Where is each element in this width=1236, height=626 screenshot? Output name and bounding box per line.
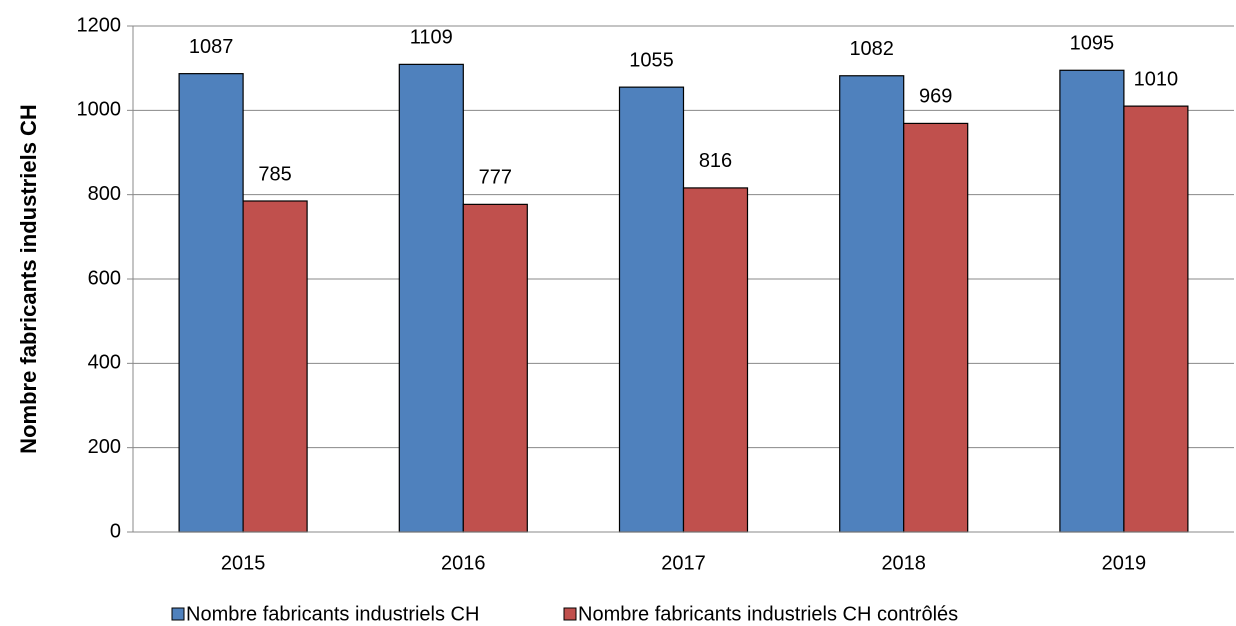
y-axis-label: Nombre fabricants industriels CH xyxy=(16,104,41,454)
y-tick-label: 0 xyxy=(110,520,121,542)
x-tick-label: 2018 xyxy=(881,552,926,574)
y-tick-label: 1200 xyxy=(77,14,122,36)
bar xyxy=(242,200,308,533)
value-label: 1082 xyxy=(849,38,894,60)
value-label: 1109 xyxy=(410,27,453,49)
bar xyxy=(903,122,969,533)
y-tick-label: 200 xyxy=(88,436,121,458)
bar xyxy=(839,75,905,533)
x-tick-label: 2016 xyxy=(441,552,486,574)
y-tick-label: 600 xyxy=(88,267,121,289)
value-label: 969 xyxy=(919,86,952,108)
x-tick-label: 2015 xyxy=(221,552,266,574)
y-tick-label: 1000 xyxy=(77,99,122,121)
bar xyxy=(618,86,685,533)
bar xyxy=(1123,105,1189,533)
x-tick-label: 2019 xyxy=(1102,552,1147,574)
legend-label: Nombre fabricants industriels CH contrôl… xyxy=(578,603,958,625)
legend-swatch xyxy=(171,607,185,621)
y-tick-label: 800 xyxy=(88,183,121,205)
value-label: 1087 xyxy=(189,36,234,58)
bar xyxy=(398,63,464,533)
bar xyxy=(178,73,244,533)
bar xyxy=(462,203,528,533)
bar xyxy=(1059,69,1125,533)
legend-swatch xyxy=(563,607,577,621)
value-label: 1010 xyxy=(1134,68,1179,90)
bar xyxy=(682,187,749,533)
value-label: 785 xyxy=(258,163,291,185)
x-tick-label: 2017 xyxy=(661,552,706,574)
value-label: 777 xyxy=(479,167,512,189)
value-label: 1095 xyxy=(1070,33,1115,55)
legend-label: Nombre fabricants industriels CH xyxy=(186,603,479,625)
y-tick-label: 400 xyxy=(88,352,121,374)
value-label: 1055 xyxy=(629,49,674,71)
value-label: 816 xyxy=(699,150,732,172)
